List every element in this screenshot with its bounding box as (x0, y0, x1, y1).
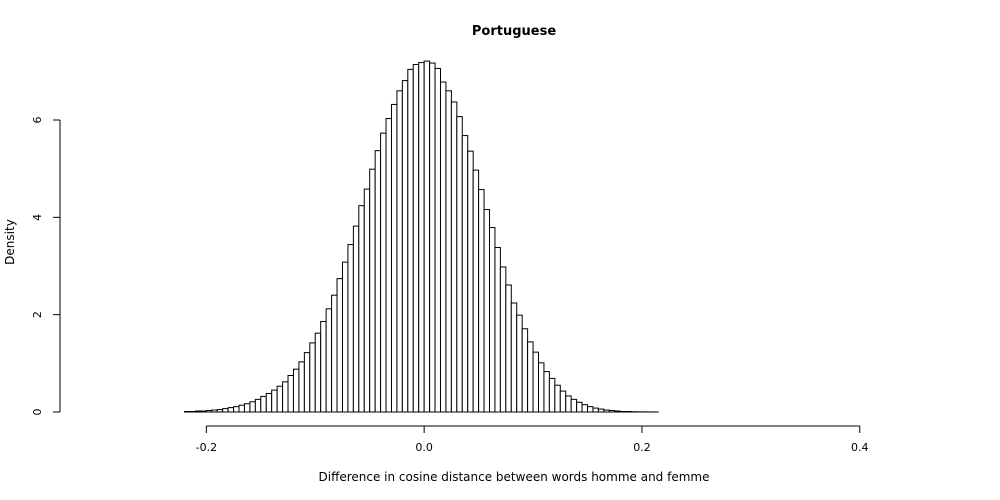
histogram-bar (380, 132, 387, 413)
histogram-bar (423, 60, 431, 413)
histogram-bar (265, 393, 273, 413)
histogram-bar (194, 410, 202, 413)
histogram-bar (369, 168, 376, 413)
histogram-bar (418, 62, 425, 413)
x-tick-label: -0.2 (196, 441, 217, 454)
histogram-bar (205, 410, 213, 413)
histogram-bar (282, 381, 289, 413)
x-tick-label: 0.4 (851, 441, 869, 454)
histogram-bar (292, 368, 300, 413)
histogram-bar (352, 225, 360, 413)
histogram-bar (543, 371, 550, 413)
histogram-bar (445, 90, 452, 413)
x-axis-label: Difference in cosine distance between wo… (319, 470, 710, 484)
histogram-bar (521, 328, 529, 413)
histogram-bar (336, 278, 343, 413)
y-axis-label: Density (3, 219, 17, 265)
histogram-bar (538, 362, 545, 413)
histogram-bar (532, 351, 540, 413)
histogram-bar (287, 375, 294, 413)
histogram-bar (478, 189, 485, 413)
histogram-bar (238, 404, 245, 413)
histogram-bar (494, 247, 501, 413)
histogram-bar (429, 62, 436, 413)
histogram-bar (472, 169, 480, 413)
histogram-bar (576, 401, 583, 413)
histogram-bar (249, 401, 256, 413)
histogram-bar (390, 103, 398, 413)
histogram-bar (243, 403, 251, 413)
histogram-bar (483, 209, 490, 413)
histogram-bar (581, 404, 589, 413)
histogram-bar (565, 395, 572, 413)
histogram-bar (401, 80, 409, 413)
histogram-bar (554, 384, 561, 413)
y-tick-label: 2 (31, 311, 44, 318)
histogram-bar (570, 398, 578, 413)
x-tick-label: 0.0 (415, 441, 433, 454)
y-tick-label: 4 (31, 214, 44, 221)
histogram-bar (434, 67, 441, 413)
y-axis: 0 2 4 6 (31, 117, 61, 416)
chart-title: Portuguese (472, 24, 556, 39)
y-tick-label: 6 (31, 117, 44, 124)
histogram-bar (363, 188, 371, 413)
histogram-bar (505, 284, 512, 413)
histogram-bar (216, 409, 224, 413)
histogram-bar (358, 205, 365, 413)
histogram-bar (587, 406, 594, 413)
histogram-bar (222, 408, 229, 413)
histogram-bar (439, 81, 447, 413)
histogram-bar (260, 395, 267, 413)
histogram-bar (200, 410, 207, 413)
histogram-bar (608, 410, 616, 413)
histogram-bar (314, 332, 322, 413)
histogram-bar (396, 90, 403, 413)
histogram-bar (374, 150, 382, 413)
histogram-bar (548, 377, 556, 413)
histogram-bar (320, 320, 327, 413)
histogram-bar (461, 135, 469, 413)
histogram-bar (467, 150, 474, 413)
histogram-bar (341, 261, 349, 413)
histogram-bar (325, 308, 333, 413)
histogram-bar (456, 116, 463, 413)
histogram-bar (407, 68, 414, 413)
histogram-bar (303, 352, 311, 413)
histogram-bar (309, 342, 316, 413)
histogram-bar (614, 410, 621, 413)
histogram-bar (527, 341, 534, 413)
histogram-bar (450, 101, 458, 413)
histogram-bar (489, 227, 496, 413)
histogram-bar (499, 266, 507, 413)
histogram-bar (559, 390, 567, 413)
histogram-bars (184, 60, 659, 413)
histogram-bar (412, 64, 420, 413)
histogram-bar (331, 294, 338, 413)
histogram-bar (597, 408, 605, 413)
histogram-bar (592, 407, 599, 413)
histogram-bar (603, 409, 610, 413)
histogram-bar (276, 385, 284, 413)
histogram-bar (211, 409, 218, 413)
histogram-bar (510, 302, 518, 413)
histogram-bar (385, 118, 392, 413)
y-tick-label: 0 (31, 409, 44, 416)
histogram-bar (516, 314, 523, 413)
histogram-bar (227, 407, 235, 413)
histogram-bar (298, 361, 305, 413)
histogram-bar (254, 398, 262, 413)
histogram-bar (347, 244, 354, 413)
x-tick-label: 0.2 (633, 441, 651, 454)
x-axis: -0.2 0.0 0.2 0.4 (196, 425, 869, 454)
histogram-bar (271, 389, 278, 413)
histogram-bar (233, 406, 240, 413)
